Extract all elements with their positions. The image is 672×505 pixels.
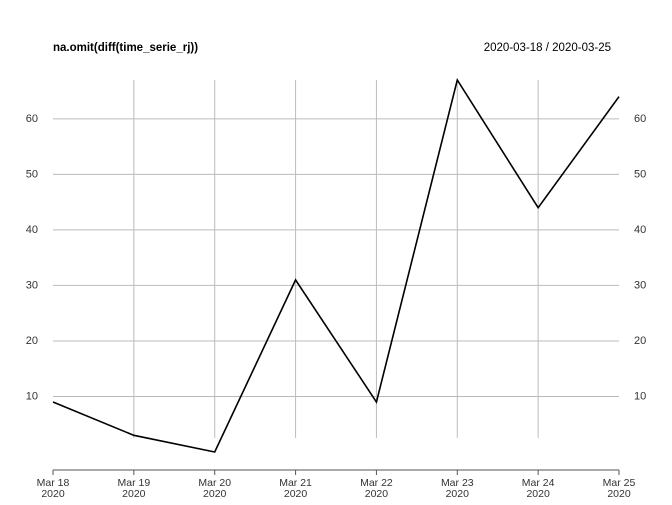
y-tick-label-right: 30 xyxy=(634,279,646,291)
y-tick-label: 20 xyxy=(26,335,38,347)
y-tick-label: 50 xyxy=(26,168,38,180)
y-tick-label-right: 20 xyxy=(634,335,646,347)
chart-title: na.omit(diff(time_serie_rj)) xyxy=(53,42,198,54)
x-tick-label: Mar 25 2020 xyxy=(602,477,636,500)
x-tick-label: Mar 20 2020 xyxy=(198,477,232,500)
x-tick-label: Mar 19 2020 xyxy=(117,477,151,500)
x-tick-label: Mar 24 2020 xyxy=(521,477,555,500)
x-tick-label: Mar 21 2020 xyxy=(279,477,312,500)
y-tick-label-right: 60 xyxy=(634,113,646,125)
y-tick-label: 60 xyxy=(26,113,38,125)
x-tick-label: Mar 22 2020 xyxy=(360,477,393,500)
y-tick-label: 10 xyxy=(26,390,38,402)
x-tick-label: Mar 23 2020 xyxy=(440,477,474,500)
series-line xyxy=(52,77,620,453)
x-tick-label: Mar 18 2020 xyxy=(36,477,70,500)
y-tick-label-right: 40 xyxy=(634,224,646,236)
y-tick-label: 40 xyxy=(26,224,38,236)
date-range: 2020-03-18 / 2020-03-25 xyxy=(484,42,611,54)
y-tick-label: 30 xyxy=(26,279,38,291)
y-tick-label-right: 50 xyxy=(634,168,646,180)
y-tick-label-right: 10 xyxy=(634,390,646,402)
